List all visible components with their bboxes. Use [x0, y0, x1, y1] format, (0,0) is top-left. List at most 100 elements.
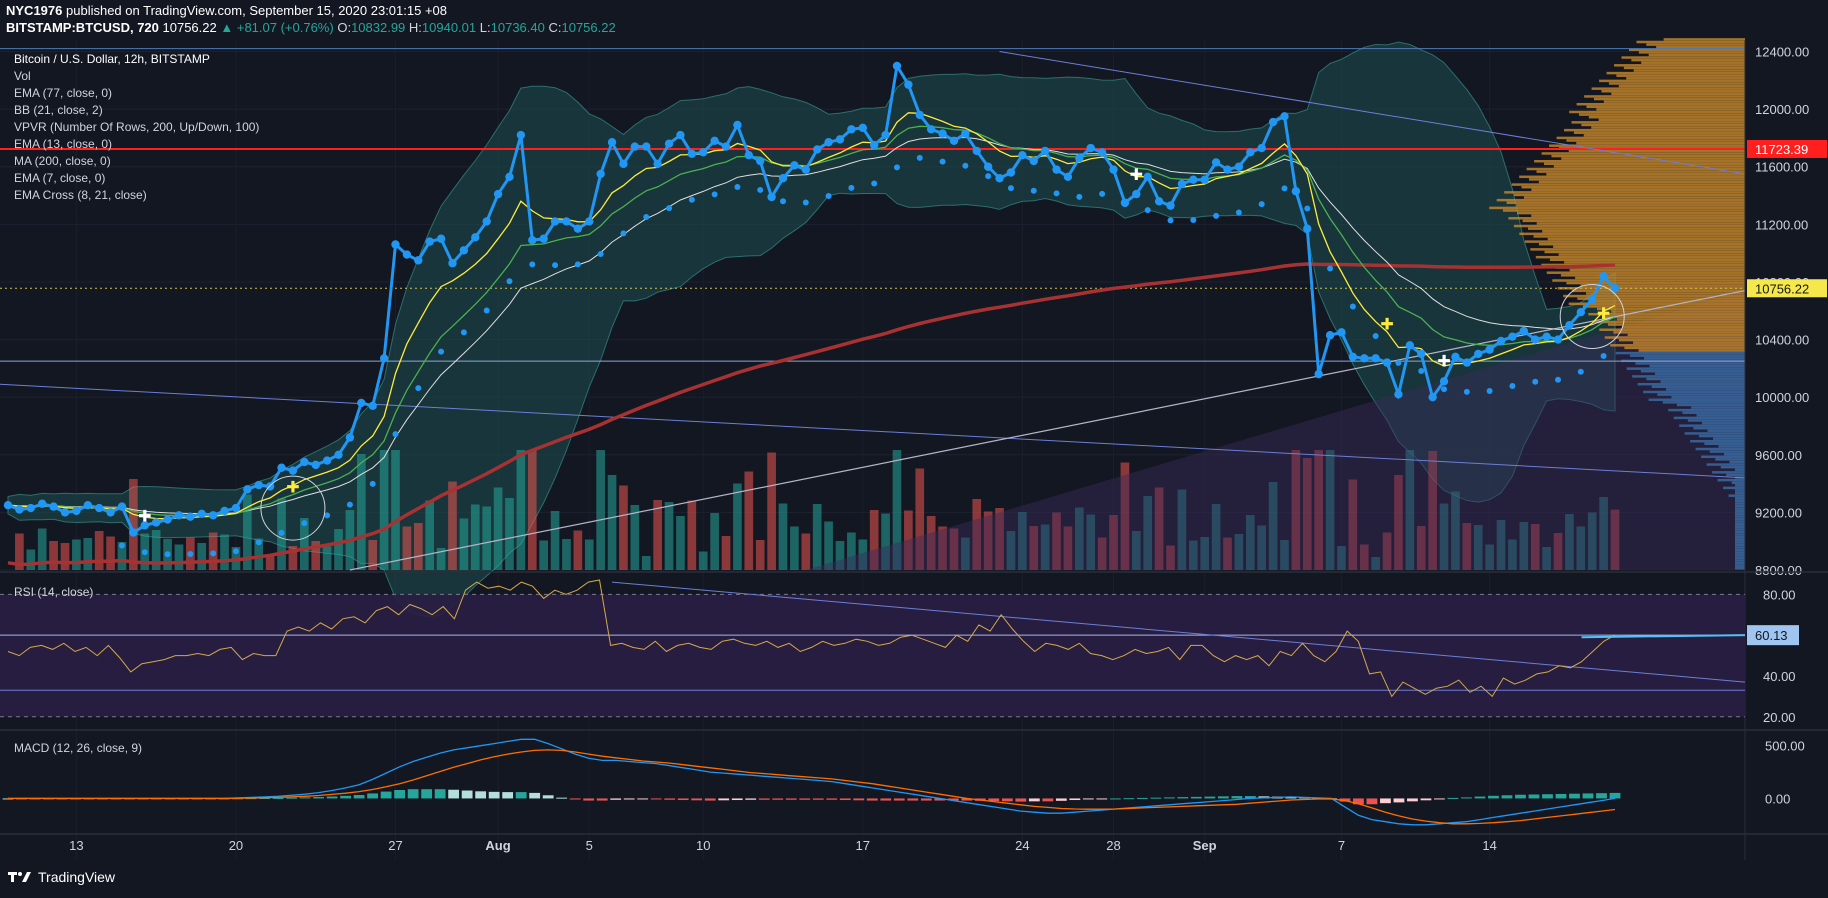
volume-profile-row: [1668, 408, 1745, 412]
volume-profile-row: [1541, 263, 1745, 267]
price-point: [1610, 284, 1620, 293]
volume-profile-row: [1723, 486, 1745, 490]
price-point: [1211, 158, 1221, 167]
volume-profile-row: [1691, 406, 1745, 409]
ma200-line: [7, 262, 1616, 567]
volume-profile-row: [1566, 139, 1745, 142]
volume-profile-row: [1607, 323, 1745, 326]
price-point: [1018, 151, 1027, 160]
ema77-line: [7, 136, 1616, 515]
volume-profile-row: [1656, 45, 1745, 49]
volume-bar: [562, 539, 571, 570]
price-point: [1405, 341, 1415, 350]
price-point: [1382, 358, 1392, 367]
macd-histogram-bar: [1420, 798, 1432, 801]
volume-profile-row: [1608, 82, 1745, 85]
volume-profile-row: [1695, 447, 1745, 451]
price-tick-label: 12400.00: [1755, 45, 1809, 60]
trend-dot: [301, 520, 308, 527]
volume-profile-row: [1558, 253, 1745, 256]
macd-histogram-bar: [772, 798, 784, 800]
macd-histogram-bar: [569, 798, 581, 800]
volume-bar: [1154, 487, 1164, 570]
price-point: [1496, 336, 1506, 346]
volume-profile-row: [1633, 341, 1745, 344]
volume-profile-row: [1735, 525, 1745, 529]
volume-profile-row: [1735, 528, 1745, 531]
high-value: 10940.01: [421, 20, 477, 35]
volume-bar: [448, 481, 457, 570]
trend-dot: [324, 512, 331, 519]
macd-histogram-bar: [961, 798, 973, 801]
volume-profile-row: [1528, 227, 1745, 230]
highlight-circle: [1559, 284, 1625, 350]
price-point: [94, 503, 104, 513]
volume-profile-row: [1552, 279, 1745, 282]
indicator-legend-item: Vol: [14, 69, 31, 83]
macd-histogram-bar: [934, 798, 946, 801]
macd-histogram-bar: [596, 798, 608, 801]
macd-histogram-bar: [1488, 795, 1499, 799]
trend-dot: [1486, 387, 1493, 394]
price-point: [288, 466, 298, 475]
macd-histogram-bar: [515, 792, 527, 799]
volume-bar: [299, 518, 309, 570]
price-point: [869, 140, 879, 150]
price-point: [721, 142, 731, 151]
volume-profile-row: [1665, 388, 1745, 391]
trend-dot: [734, 184, 741, 191]
trend-dot: [688, 196, 695, 203]
macd-histogram-bar: [583, 798, 595, 801]
price-point: [630, 142, 640, 151]
macd-histogram-bar: [1204, 796, 1216, 799]
volume-bar: [129, 479, 138, 570]
volume-profile-row: [1702, 421, 1745, 425]
volume-bar: [550, 511, 560, 570]
macd-histogram-bar: [907, 798, 919, 801]
volume-bar: [710, 513, 719, 570]
trend-dot: [780, 198, 787, 205]
volume-profile-row: [1646, 377, 1745, 381]
volume-profile-row: [1534, 159, 1745, 163]
macd-histogram-bar: [1461, 797, 1472, 799]
volume-profile-row: [1621, 56, 1745, 59]
volume-bar: [1325, 450, 1335, 570]
volume-bar: [1063, 526, 1073, 570]
volume-bar: [1086, 514, 1096, 570]
volume-bar: [60, 543, 70, 570]
volume-bar: [1519, 522, 1529, 570]
tradingview-footer[interactable]: TradingView: [8, 869, 115, 885]
macd-histogram-bar: [1366, 798, 1378, 805]
price-point: [619, 159, 628, 169]
volume-profile-row: [1564, 128, 1745, 132]
price-point: [83, 500, 92, 510]
macd-histogram-bar: [853, 798, 865, 801]
rsi-title: RSI (14, close): [14, 585, 93, 599]
macd-histogram-bar: [637, 798, 649, 800]
volume-profile-row: [1715, 458, 1745, 461]
price-point: [106, 508, 115, 517]
volume-profile-row: [1735, 559, 1745, 562]
trend-dot: [1258, 201, 1265, 208]
price-point: [824, 138, 833, 147]
volume-bar: [402, 526, 412, 570]
time-tick-label: 5: [586, 838, 593, 853]
macd-histogram-bar: [610, 798, 622, 800]
author-name[interactable]: NYC1976: [6, 3, 63, 18]
volume-profile-row: [1576, 102, 1745, 106]
volume-profile-row: [1571, 289, 1745, 293]
trend-dot: [620, 230, 627, 237]
volume-bar: [470, 504, 480, 570]
price-point: [881, 130, 890, 140]
macd-histogram-bar: [731, 798, 743, 801]
volume-profile-row: [1649, 364, 1745, 368]
time-tick-label: Aug: [485, 838, 510, 853]
volume-profile-row: [1655, 372, 1745, 376]
volume-profile-row: [1524, 240, 1745, 243]
volume-profile-row: [1735, 533, 1745, 536]
volume-profile-row: [1622, 325, 1745, 329]
price-point: [1474, 349, 1483, 359]
macd-title: MACD (12, 26, close, 9): [14, 741, 142, 755]
price-point: [767, 192, 776, 202]
